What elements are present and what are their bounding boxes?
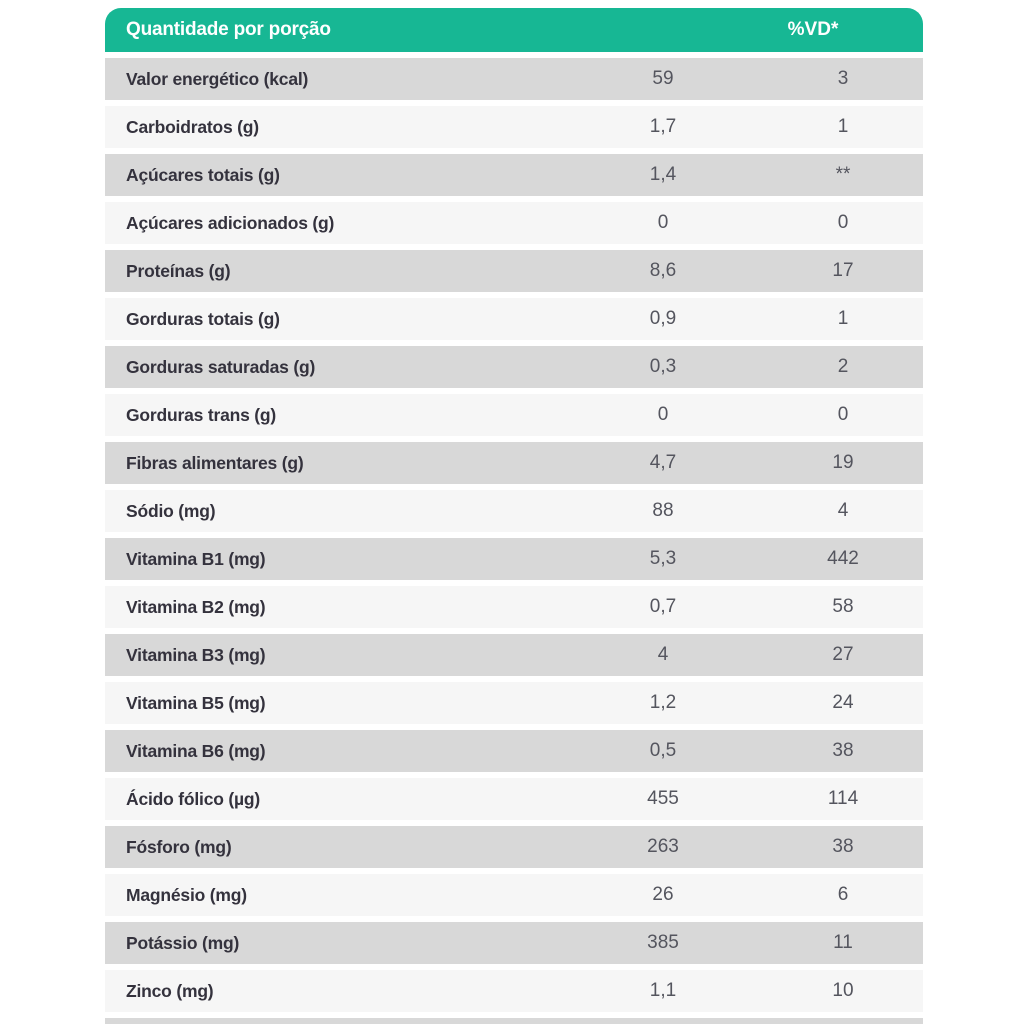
row-amount-value: 0,5	[649, 740, 677, 761]
row-nutrient-label: Vitamina B3 (mg)	[126, 644, 266, 665]
row-amount-value: 1,7	[649, 116, 677, 137]
row-daily-value: 114	[827, 788, 859, 809]
row-amount-value: 4,7	[649, 452, 677, 473]
row-daily-value: 10	[832, 980, 854, 1001]
row-daily-value: **	[835, 164, 851, 185]
row-daily-value: 3	[837, 68, 849, 89]
row-nutrient-label: Ácido fólico (µg)	[126, 788, 261, 809]
row-daily-value: 27	[832, 644, 854, 665]
table-row: Fibras alimentares (g) 4,7 19	[105, 442, 923, 484]
table-row: Açúcares adicionados (g) 0 0	[105, 202, 923, 244]
row-amount-value: 5,3	[649, 548, 677, 569]
table-row: Carboidratos (g) 1,7 1	[105, 106, 923, 148]
row-daily-value: 6	[837, 884, 849, 905]
row-amount-value: 1,4	[649, 164, 677, 185]
table-row: Vitamina B6 (mg) 0,5 38	[105, 730, 923, 772]
row-nutrient-label: Gorduras totais (g)	[126, 308, 280, 329]
row-amount-value: 0,9	[649, 308, 677, 329]
row-nutrient-label: Vitamina B6 (mg)	[126, 740, 266, 761]
row-nutrient-label: Carboidratos (g)	[126, 116, 259, 137]
row-daily-value: 38	[832, 740, 854, 761]
table-row: Açúcares totais (g) 1,4 **	[105, 154, 923, 196]
row-amount-value: 26	[652, 884, 674, 905]
row-nutrient-label: Potássio (mg)	[126, 932, 240, 953]
row-daily-value: 1	[837, 116, 849, 137]
row-amount-value: 8,6	[649, 260, 677, 281]
table-row: Zinco (mg) 1,1 10	[105, 970, 923, 1012]
row-daily-value: 442	[827, 548, 859, 569]
row-nutrient-label: Açúcares totais (g)	[126, 164, 280, 185]
row-daily-value: 1	[837, 308, 849, 329]
header-quantity-per-serving-label: Quantidade por porção	[126, 19, 331, 40]
row-amount-value: 385	[647, 932, 679, 953]
row-amount-value: 0,3	[649, 356, 677, 377]
row-amount-value: 1,1	[649, 980, 677, 1001]
row-amount-value: 263	[647, 836, 679, 857]
table-row-partial-cutoff	[105, 1018, 923, 1024]
table-row: Gorduras trans (g) 0 0	[105, 394, 923, 436]
row-nutrient-label: Zinco (mg)	[126, 980, 214, 1001]
table-row: Vitamina B2 (mg) 0,7 58	[105, 586, 923, 628]
row-nutrient-label: Vitamina B2 (mg)	[126, 596, 266, 617]
table-row: Gorduras totais (g) 0,9 1	[105, 298, 923, 340]
row-nutrient-label: Proteínas (g)	[126, 260, 231, 281]
table-row: Vitamina B3 (mg) 4 27	[105, 634, 923, 676]
row-amount-value: 4	[657, 644, 669, 665]
row-daily-value: 38	[832, 836, 854, 857]
table-row: Gorduras saturadas (g) 0,3 2	[105, 346, 923, 388]
row-amount-value: 0	[657, 404, 669, 425]
row-daily-value: 58	[832, 596, 854, 617]
table-row: Valor energético (kcal) 59 3	[105, 58, 923, 100]
row-daily-value: 2	[837, 356, 849, 377]
nutrition-table: Quantidade por porção %VD* Valor energét…	[105, 8, 923, 1024]
table-row: Potássio (mg) 385 11	[105, 922, 923, 964]
row-daily-value: 24	[832, 692, 854, 713]
row-nutrient-label: Fibras alimentares (g)	[126, 452, 304, 473]
table-row: Fósforo (mg) 263 38	[105, 826, 923, 868]
row-amount-value: 455	[647, 788, 679, 809]
row-nutrient-label: Vitamina B1 (mg)	[126, 548, 266, 569]
row-daily-value: 4	[837, 500, 849, 521]
row-daily-value: 0	[837, 212, 849, 233]
row-daily-value: 19	[832, 452, 854, 473]
row-daily-value: 0	[837, 404, 849, 425]
row-amount-value: 0,7	[649, 596, 677, 617]
row-amount-value: 88	[652, 500, 674, 521]
row-nutrient-label: Sódio (mg)	[126, 500, 216, 521]
table-row: Magnésio (mg) 26 6	[105, 874, 923, 916]
row-nutrient-label: Açúcares adicionados (g)	[126, 212, 335, 233]
row-nutrient-label: Gorduras saturadas (g)	[126, 356, 316, 377]
table-row: Ácido fólico (µg) 455 114	[105, 778, 923, 820]
row-daily-value: 17	[832, 260, 854, 281]
row-amount-value: 1,2	[649, 692, 677, 713]
row-amount-value: 59	[652, 68, 674, 89]
table-row: Proteínas (g) 8,6 17	[105, 250, 923, 292]
header-percent-daily-value-label: %VD*	[787, 19, 839, 40]
table-header-row: Quantidade por porção %VD*	[105, 8, 923, 52]
table-body: Valor energético (kcal) 59 3 Carboidratos (…	[105, 58, 923, 1012]
row-nutrient-label: Valor energético (kcal)	[126, 68, 309, 89]
row-daily-value: 11	[833, 932, 853, 953]
row-nutrient-label: Magnésio (mg)	[126, 884, 247, 905]
row-nutrient-label: Gorduras trans (g)	[126, 404, 277, 425]
row-amount-value: 0	[657, 212, 669, 233]
row-nutrient-label: Vitamina B5 (mg)	[126, 692, 266, 713]
row-nutrient-label: Fósforo (mg)	[126, 836, 232, 857]
table-row: Sódio (mg) 88 4	[105, 490, 923, 532]
table-row: Vitamina B1 (mg) 5,3 442	[105, 538, 923, 580]
table-row: Vitamina B5 (mg) 1,2 24	[105, 682, 923, 724]
